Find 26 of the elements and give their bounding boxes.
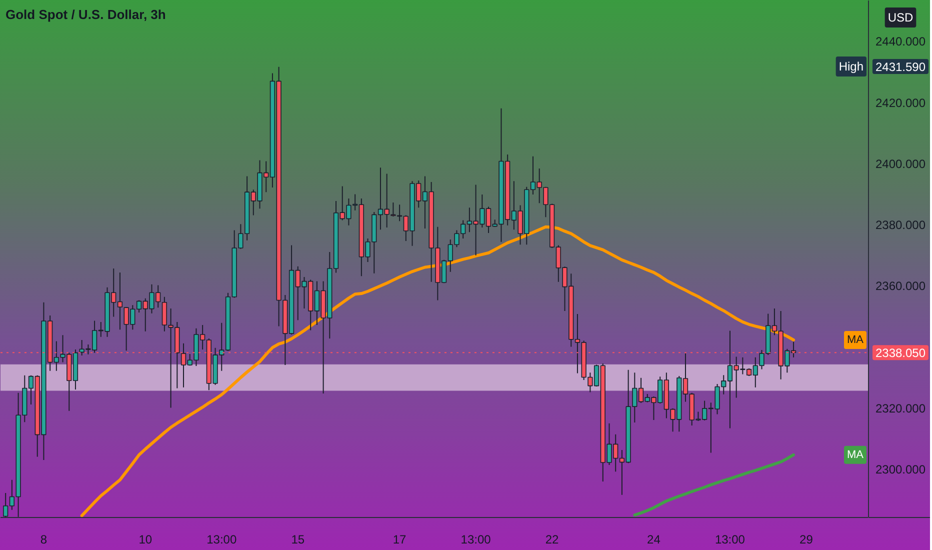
ref-line-label: 2338.050 bbox=[875, 346, 926, 360]
x-tick-label: 24 bbox=[647, 532, 661, 546]
annotation: High bbox=[838, 60, 864, 74]
text: Gold Spot / U.S. Dollar, 3h bbox=[6, 7, 166, 22]
y-tick-label: 2380.000 bbox=[875, 218, 926, 232]
x-tick-label: 13:00 bbox=[460, 532, 492, 546]
text: MA bbox=[847, 334, 864, 346]
text: MA bbox=[847, 448, 864, 461]
x-tick-label: 17 bbox=[392, 532, 407, 546]
text: 2431.590 bbox=[875, 60, 926, 74]
y-tick-label: 2300.000 bbox=[875, 462, 926, 476]
x-tick-label: 13:00 bbox=[206, 532, 237, 546]
y-tick-label: 2320.000 bbox=[875, 401, 926, 416]
line-series bbox=[633, 453, 796, 517]
x-tick-label: 13:00 bbox=[714, 532, 746, 546]
x-tick-label: 15 bbox=[291, 532, 305, 546]
y-tick-label: 2360.000 bbox=[875, 279, 926, 294]
line-series bbox=[80, 225, 796, 518]
y-tick-label: 2440.000 bbox=[875, 34, 926, 49]
x-tick-label: 8 bbox=[40, 532, 48, 546]
y-tick-label: 2420.000 bbox=[875, 96, 926, 110]
x-tick-label: 29 bbox=[800, 532, 814, 546]
y-tick-label: 2400.000 bbox=[875, 156, 926, 171]
x-tick-label: 22 bbox=[545, 532, 560, 546]
y-axis-title: USD bbox=[888, 10, 914, 24]
x-tick-label: 10 bbox=[138, 532, 152, 546]
